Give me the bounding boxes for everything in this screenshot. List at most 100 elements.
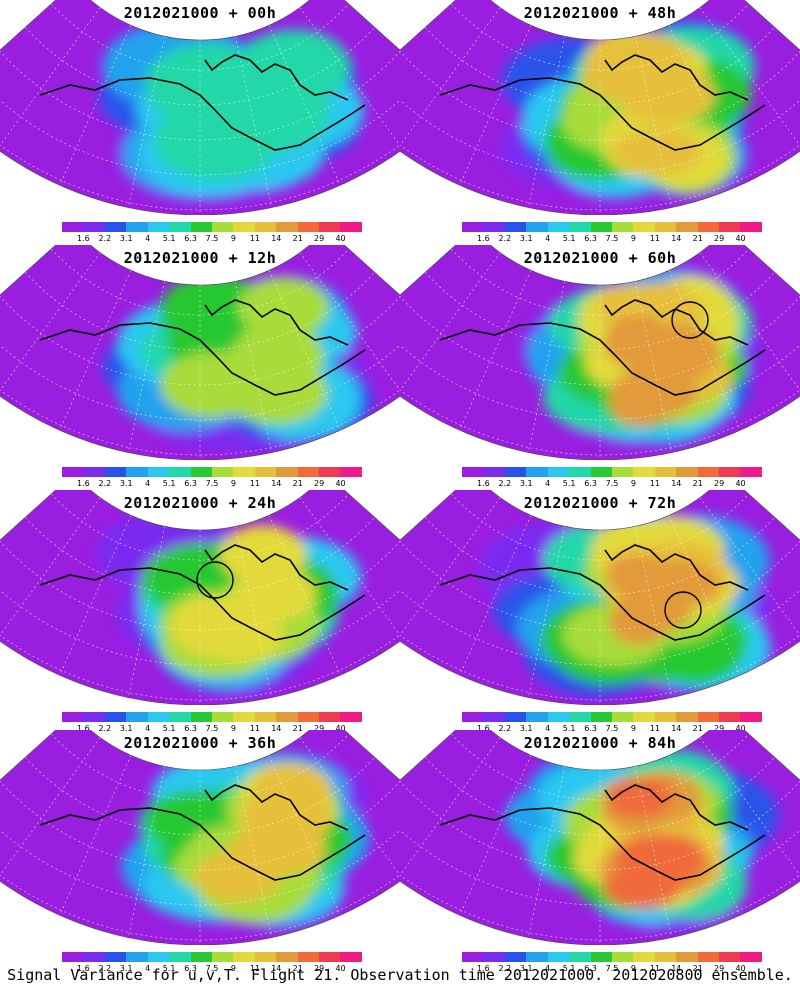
variance-field [400,245,800,460]
colorbar-swatch [590,952,612,962]
variance-blob [604,776,674,818]
coastline [39,784,366,881]
panel-title: 2012021000 + 48h [523,4,677,22]
colorbar-tick-label: 5.1 [162,479,176,488]
colorbar-tick-label: 4 [145,724,151,733]
variance-field [400,730,800,945]
colorbar-swatch [740,952,762,962]
colorbar-swatch [254,712,277,722]
map-boundary [0,490,400,705]
map-plot [400,0,800,215]
colorbar-swatch [611,952,634,962]
colorbar-swatch [590,712,612,722]
coastline [39,299,366,396]
colorbar-tick-label: 7.5 [205,964,219,973]
variance-blob [612,128,703,175]
colorbar-tick-label: 3.1 [119,479,133,488]
colorbar-swatch [297,467,320,477]
map-panel-84h: 2012021000 + 84h 1.6 2.2 3.1 4 5.1 6.3 7.5 9 11 1… [400,730,800,975]
colorbar-tick-label: 3.1 [519,964,533,973]
colorbar-tick-label: 9 [630,724,636,733]
variance-field [400,490,800,705]
variance-blob [238,277,330,338]
colorbar-tick-label: 6.3 [584,234,597,243]
coastline [39,544,366,641]
colorbar-swatch [319,712,341,722]
colorbar-swatch [676,712,698,722]
colorbar-swatch [547,712,570,722]
colorbar-swatch [633,712,655,722]
colorbar-ticks: 1.6 2.2 3.1 4 5.1 6.3 7.5 9 11 14 21 29 40 [50,964,374,976]
colorbar-tick-label: 14 [671,724,682,733]
colorbar-swatch [147,222,170,232]
colorbar-tick-label: 2.2 [498,479,512,488]
colorbar-swatch [483,712,505,722]
map-panel-48h: 2012021000 + 48h 1.6 2.2 3.1 4 5.1 6.3 7.5 9 11 1… [400,0,800,245]
graticule [400,490,800,705]
observation-circle [671,301,709,339]
colorbar-swatch [190,222,212,232]
variance-blob [230,323,324,392]
colorbar-swatch [169,467,191,477]
colorbar-ticks: 1.6 2.2 3.1 4 5.1 6.3 7.5 9 11 14 21 29 40 [50,724,374,736]
colorbar-tick-label: 21 [292,724,303,733]
colorbar-swatch [504,467,527,477]
colorbar-tick-label: 3.1 [119,964,133,973]
colorbar-tick-label: 14 [271,724,282,733]
colorbar-tick-label: 3.1 [519,479,533,488]
colorbar-tick-label: 7.5 [605,234,619,243]
colorbar-swatch [483,952,505,962]
colorbar-tick-label: 7.5 [205,234,219,243]
colorbar-tick-label: 7.5 [605,964,619,973]
colorbar-tick-label: 1.6 [77,964,90,973]
colorbar-tick-label: 1.6 [77,724,90,733]
colorbar-swatch [547,222,570,232]
colorbar-swatch [276,467,298,477]
colorbar-swatch [169,712,191,722]
colorbar [462,467,762,477]
colorbar-swatch [526,222,548,232]
colorbar-swatch [719,467,741,477]
colorbar-swatch [233,712,255,722]
colorbar-tick-label: 9 [630,964,636,973]
colorbar-ticks: 1.6 2.2 3.1 4 5.1 6.3 7.5 9 11 14 21 29 40 [50,234,374,246]
colorbar-tick-label: 5.1 [562,964,576,973]
colorbar-tick-label: 40 [335,234,346,243]
map-panel-72h: 2012021000 + 72h 1.6 2.2 3.1 4 5.1 6.3 7.5 9 11 1… [400,490,800,735]
colorbar-swatch [340,467,362,477]
colorbar-swatch [526,467,548,477]
graticule [0,0,400,215]
colorbar [62,222,362,232]
colorbar-swatch [654,467,677,477]
colorbar-swatch [319,952,341,962]
colorbar-tick-label: 5.1 [562,234,576,243]
colorbar [462,712,762,722]
colorbar-tick-label: 14 [271,234,282,243]
colorbar-swatch [633,952,655,962]
colorbar-tick-label: 29 [714,479,725,488]
colorbar-swatch [319,467,341,477]
map-boundary [400,490,800,705]
map-boundary [0,245,400,460]
colorbar-swatch [104,222,127,232]
colorbar-swatch [147,467,170,477]
colorbar-swatch [654,712,677,722]
colorbar-tick-label: 4 [145,964,151,973]
observation-circle [664,591,702,629]
colorbar-tick-label: 7.5 [605,724,619,733]
colorbar-swatch [547,467,570,477]
colorbar-tick-label: 7.5 [205,479,219,488]
colorbar [462,952,762,962]
colorbar-swatch [462,467,484,477]
colorbar-swatch [504,222,527,232]
colorbar-tick-label: 1.6 [477,724,490,733]
colorbar-tick-label: 4 [545,964,551,973]
colorbar-tick-label: 11 [249,964,260,973]
colorbar-swatch [276,952,298,962]
colorbar-tick-label: 2.2 [498,964,512,973]
coastline [439,784,766,881]
colorbar-swatch [697,467,720,477]
colorbar-swatch [211,222,234,232]
colorbar-tick-label: 7.5 [205,724,219,733]
colorbar-swatch [340,952,362,962]
